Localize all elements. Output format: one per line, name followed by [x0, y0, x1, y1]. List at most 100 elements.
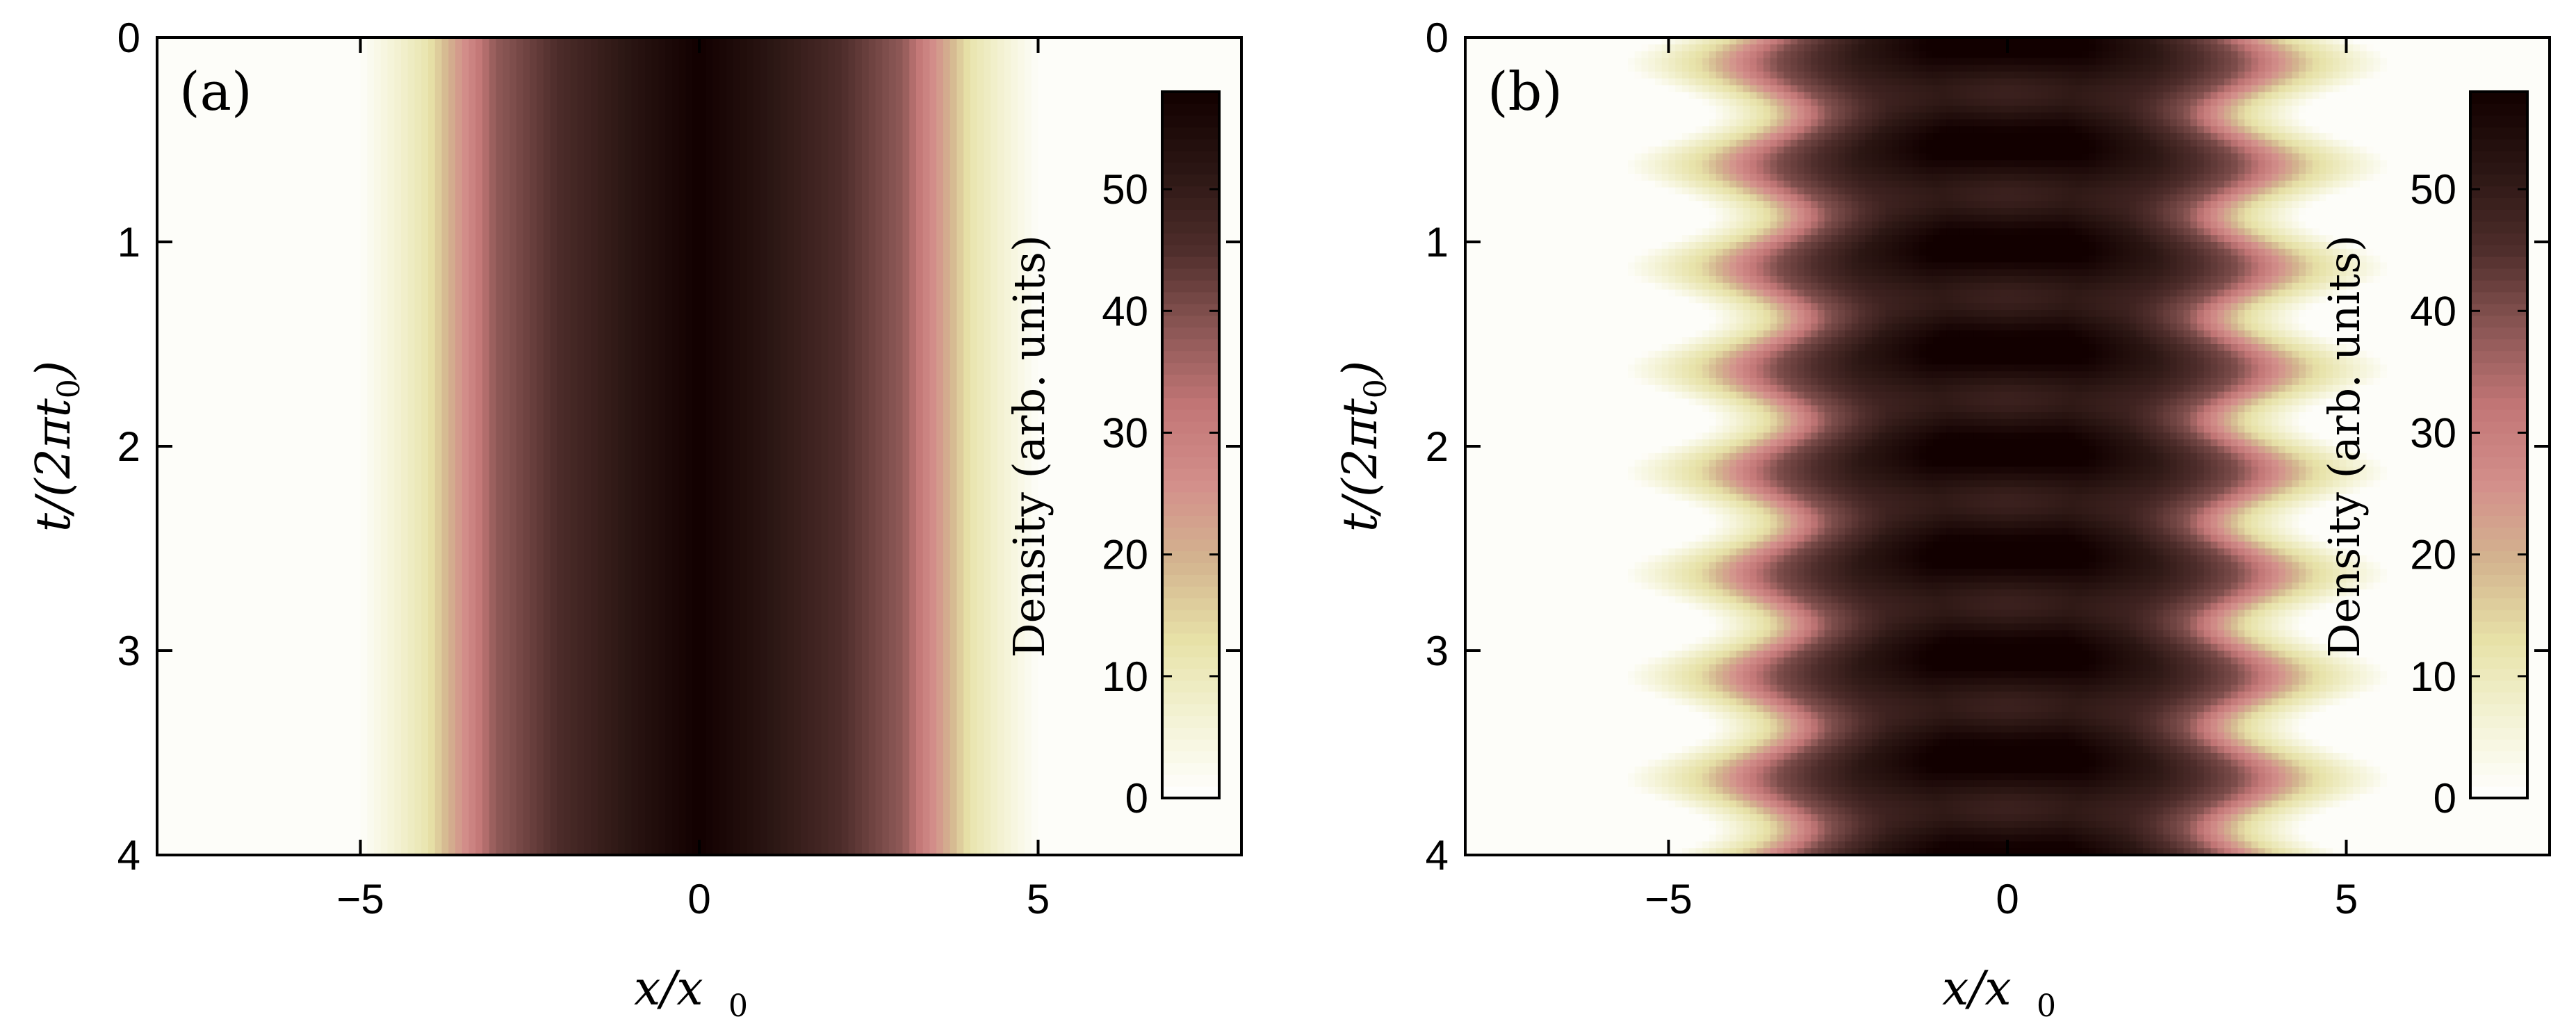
heatmap-cell [1804, 180, 1811, 188]
heatmap-cell [2231, 72, 2239, 79]
heatmap-cell [1560, 44, 1567, 52]
heatmap-cell [1980, 167, 1988, 174]
heatmap-cell [238, 38, 246, 856]
heatmap-cell [1547, 106, 1554, 113]
heatmap-cell [2000, 119, 2008, 127]
heatmap-cell [1966, 221, 1974, 229]
heatmap-cell [2041, 99, 2049, 106]
heatmap-cell [1655, 146, 1663, 154]
heatmap-cell [2055, 126, 2062, 133]
heatmap-cell [1485, 119, 1493, 127]
heatmap-cell [2441, 208, 2449, 215]
heatmap-cell [1655, 180, 1663, 188]
heatmap-cell [2258, 85, 2266, 92]
heatmap-cell [1811, 160, 1818, 168]
heatmap-cell [1715, 106, 1724, 113]
heatmap-cell [2272, 106, 2279, 113]
heatmap-cell [2170, 106, 2178, 113]
heatmap-cell [2116, 167, 2123, 174]
heatmap-cell [2292, 112, 2299, 120]
heatmap-cell [2272, 208, 2279, 215]
heatmap-cell [2109, 44, 2117, 52]
heatmap-cell [1682, 44, 1690, 52]
heatmap-cell [2346, 85, 2354, 92]
heatmap-cell [1540, 160, 1547, 168]
heatmap-cell [1621, 51, 1629, 58]
heatmap-cell [1756, 58, 1764, 65]
heatmap-cell [1688, 99, 1697, 106]
heatmap-cell [1919, 112, 1927, 120]
heatmap-cell [2062, 92, 2069, 99]
heatmap-cell [1560, 78, 1567, 86]
heatmap-cell [2007, 112, 2015, 120]
heatmap-cell [2163, 208, 2171, 215]
heatmap-cell [1770, 208, 1778, 215]
heatmap-cell [2454, 112, 2462, 120]
heatmap-cell [1465, 65, 1473, 72]
heatmap-cell [2089, 106, 2096, 113]
heatmap-cell [1668, 85, 1676, 92]
heatmap-cell [1485, 78, 1493, 86]
heatmap-cell [1729, 106, 1737, 113]
heatmap-cell [1485, 180, 1493, 188]
heatmap-cell [1770, 58, 1778, 65]
heatmap-cell [1919, 126, 1927, 133]
heatmap-cell [2170, 167, 2178, 174]
heatmap-cell [2339, 65, 2347, 72]
heatmap-cell [2353, 187, 2361, 195]
heatmap-cell [1594, 146, 1601, 154]
heatmap-cell [2068, 106, 2076, 113]
colorbar-segment [1162, 468, 1219, 481]
heatmap-cell [523, 38, 530, 856]
heatmap-cell [1811, 228, 1818, 236]
heatmap-cell [1770, 221, 1778, 229]
heatmap-cell [1885, 221, 1893, 229]
heatmap-cell [1770, 201, 1778, 209]
heatmap-cell [2306, 44, 2313, 52]
heatmap-cell [2136, 140, 2144, 147]
heatmap-cell [1932, 208, 1941, 215]
heatmap-cell [1661, 201, 1670, 209]
heatmap-cell [1675, 92, 1683, 99]
heatmap-cell [1547, 160, 1554, 168]
heatmap-cell [1614, 38, 1622, 45]
heatmap-cell [2373, 112, 2381, 120]
heatmap-cell [1709, 78, 1717, 86]
heatmap-cell [2089, 72, 2096, 79]
heatmap-cell [2488, 38, 2496, 45]
heatmap-cell [2089, 174, 2096, 181]
heatmap-cell [1628, 180, 1636, 188]
heatmap-cell [2035, 85, 2042, 92]
heatmap-cell [2427, 72, 2435, 79]
heatmap-cell [2414, 92, 2422, 99]
heatmap-cell [1587, 174, 1595, 181]
heatmap-cell [2454, 133, 2462, 140]
heatmap-cell [1580, 235, 1588, 243]
heatmap-cell [1824, 160, 1832, 168]
heatmap-cell [2244, 133, 2252, 140]
heatmap-cell [2360, 228, 2367, 236]
heatmap-cell [2522, 72, 2530, 79]
heatmap-cell [2014, 146, 2022, 154]
heatmap-cell [2434, 201, 2442, 209]
heatmap-cell [2075, 44, 2082, 52]
heatmap-cell [1912, 51, 1920, 58]
heatmap-cell [2224, 140, 2232, 147]
heatmap-cell [1052, 38, 1059, 856]
heatmap-cell [2495, 85, 2503, 92]
heatmap-cell [2163, 99, 2171, 106]
heatmap-cell [2237, 99, 2245, 106]
heatmap-cell [2387, 133, 2395, 140]
heatmap-cell [1905, 160, 1914, 168]
heatmap-cell [2102, 112, 2110, 120]
heatmap-cell [1987, 92, 1995, 99]
heatmap-cell [1682, 194, 1690, 202]
heatmap-cell [2258, 65, 2266, 72]
heatmap-cell [2203, 194, 2212, 202]
heatmap-cell [1851, 38, 1859, 45]
heatmap-cell [1675, 146, 1683, 154]
heatmap-cell [1729, 208, 1737, 215]
heatmap-cell [1513, 140, 1520, 147]
heatmap-cell [774, 38, 781, 856]
heatmap-cell [2237, 38, 2245, 45]
